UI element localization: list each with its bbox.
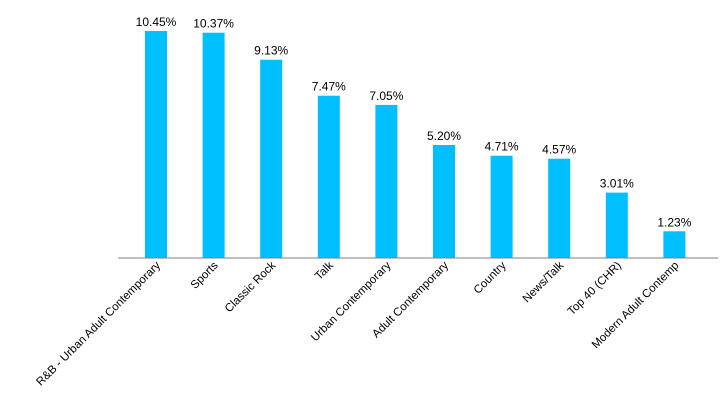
data-label-2: 9.13%: [254, 44, 288, 58]
data-label-1: 10.37%: [193, 17, 234, 31]
bar-0: [145, 31, 167, 258]
data-label-7: 4.57%: [542, 143, 576, 157]
data-labels-group: 10.45% 10.37% 9.13% 7.47% 7.05% 5.20% 4.71% 4.5…: [136, 15, 692, 229]
bar-9: [663, 231, 686, 258]
bars-group: [145, 31, 686, 259]
bar-4: [375, 104, 398, 259]
category-label-7: News/Talk: [521, 259, 567, 305]
category-label-3: Talk: [313, 259, 336, 282]
bar-2: [260, 59, 283, 259]
bar-5: [433, 145, 455, 258]
bar-3: [317, 95, 340, 258]
data-label-9: 1.23%: [657, 215, 691, 229]
category-label-0: R&B - Urban Adult Contemporary: [34, 259, 163, 388]
bar-8: [605, 192, 628, 258]
data-label-6: 4.71%: [485, 140, 519, 154]
data-label-4: 7.05%: [369, 89, 403, 103]
category-labels-group: R&B - Urban Adult Contemporary Sports Clas…: [34, 259, 681, 388]
bar-6: [490, 155, 513, 258]
data-label-3: 7.47%: [312, 80, 346, 94]
bar-7: [548, 158, 571, 258]
data-label-8: 3.01%: [600, 177, 634, 191]
category-label-2: Classic Rock: [223, 259, 279, 315]
category-label-6: Country: [472, 259, 509, 296]
data-label-0: 10.45%: [136, 15, 177, 29]
bar-1: [202, 32, 225, 259]
category-label-8: Top 40 (CHR): [566, 260, 624, 318]
data-label-5: 5.20%: [427, 129, 461, 143]
category-label-1: Sports: [189, 259, 221, 291]
